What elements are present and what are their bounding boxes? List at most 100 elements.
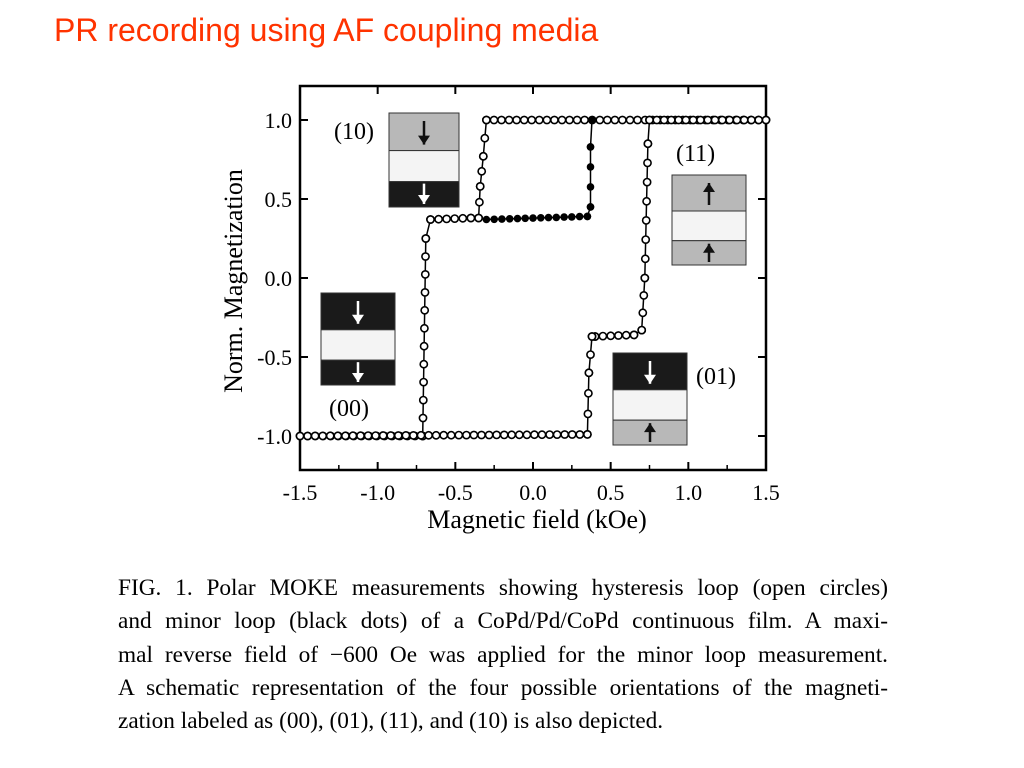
open-circle-point <box>681 115 691 125</box>
up-arrow-icon-head <box>703 183 715 192</box>
open-circle-point <box>639 290 649 300</box>
minor-loop-line <box>486 119 593 221</box>
filled-dot-point <box>529 214 537 222</box>
down-arrow-icon-head <box>352 314 364 324</box>
open-circle-point <box>725 115 734 125</box>
x-axis-label: Magnetic field (kOe) <box>427 505 646 534</box>
open-circle-point <box>584 368 594 378</box>
open-circle-point <box>522 430 532 440</box>
open-circle-point <box>642 177 652 187</box>
filled-dot-point <box>560 213 568 221</box>
filled-dot-point <box>537 214 545 222</box>
y-tick-label: -1.0 <box>257 424 292 449</box>
filled-dot-point <box>552 213 561 222</box>
inset-01: (01) <box>612 352 736 446</box>
open-circle-point <box>489 115 499 125</box>
open-circle-point <box>587 332 597 341</box>
filled-dot-point <box>490 215 499 224</box>
hysteresis-figure: -1.5 -1.0 -0.5 0.0 0.5 1.0 1.5 1.0 0.5 0.0 -0.5 -1.… <box>219 84 780 534</box>
open-circle-point <box>530 430 539 440</box>
open-circle-point <box>643 139 653 149</box>
inset-spacer-layer <box>388 150 460 183</box>
y-tick-label: 0.0 <box>265 266 293 291</box>
open-circle-point <box>545 430 554 439</box>
open-circle-point <box>492 430 501 440</box>
open-circle-point <box>717 115 727 125</box>
inset-label: (10) <box>334 119 374 145</box>
open-circle-point <box>469 430 479 440</box>
data-markers <box>295 115 771 441</box>
open-circle-point <box>642 196 651 206</box>
open-circle-point <box>512 115 521 125</box>
open-circle-point <box>434 214 443 224</box>
y-tick-label: 1.0 <box>265 108 293 133</box>
open-circle-point <box>606 331 616 341</box>
open-circle-point <box>461 430 471 440</box>
filled-dot-point <box>588 116 596 124</box>
open-circle-point <box>659 115 669 125</box>
open-circle-point <box>420 287 430 297</box>
down-arrow-icon-head <box>352 373 364 382</box>
open-circle-point <box>426 215 435 224</box>
open-circle-point <box>419 377 428 387</box>
open-circle-point <box>419 341 429 351</box>
open-circle-point <box>567 430 577 439</box>
filled-dot-point <box>482 215 491 224</box>
down-arrow-icon-head <box>418 135 430 145</box>
inset-label: (01) <box>696 364 736 390</box>
up-arrow-icon-head <box>644 423 656 433</box>
open-circle-point <box>674 115 683 125</box>
inset-spacer-layer <box>671 210 747 242</box>
open-circle-point <box>754 115 764 125</box>
open-circle-point <box>421 252 430 261</box>
filled-dot-point <box>586 163 595 171</box>
open-circle-point <box>584 388 593 398</box>
caption-line: mal reverse field of −600 Oe was applied… <box>118 641 888 668</box>
open-circle-point <box>640 273 650 283</box>
open-circle-point <box>340 431 350 441</box>
open-circle-point <box>552 430 562 439</box>
open-circle-point <box>666 115 676 125</box>
magnetization-insets: (10) (11) (00) (01) <box>320 112 747 446</box>
open-circle-point <box>560 430 570 439</box>
open-circle-point <box>393 431 403 440</box>
filled-dot-point <box>568 213 576 221</box>
open-circle-point <box>421 234 431 243</box>
open-circle-point <box>356 431 365 441</box>
caption-line: zation labeled as (00), (01), (11), and … <box>118 708 664 735</box>
open-circle-point <box>475 181 485 191</box>
open-circle-point <box>572 115 582 125</box>
open-circle-point <box>638 308 648 318</box>
open-circle-point <box>477 430 486 440</box>
y-tick-label: 0.5 <box>265 187 293 212</box>
open-circle-point <box>641 215 651 225</box>
filled-dot-point <box>521 214 529 223</box>
open-circle-point <box>295 431 305 441</box>
open-circle-point <box>497 115 506 125</box>
open-circle-point <box>333 431 343 441</box>
open-circle-point <box>477 166 487 176</box>
open-circle-point <box>416 430 426 440</box>
open-circle-point <box>446 430 456 440</box>
open-circle-point <box>583 429 592 439</box>
open-circle-point <box>371 431 380 440</box>
up-arrow-icon-head <box>703 243 715 253</box>
open-circle-point <box>466 213 476 223</box>
open-circle-point <box>542 115 552 125</box>
open-circle-point <box>557 115 567 125</box>
filled-dot-point <box>513 214 522 223</box>
open-circle-point <box>363 431 373 440</box>
open-circle-point <box>625 115 635 125</box>
inset-spacer-layer <box>612 389 688 421</box>
open-circle-point <box>507 430 517 440</box>
open-circle-point <box>481 115 491 125</box>
open-circle-point <box>633 115 642 125</box>
open-circle-point <box>537 430 547 440</box>
open-circle-point <box>629 330 639 340</box>
inset-00: (00) <box>320 292 396 422</box>
inset-label: (11) <box>676 141 715 167</box>
inset-label: (00) <box>329 396 369 422</box>
open-circle-point <box>739 115 749 125</box>
open-circle-point <box>710 115 720 125</box>
open-circle-point <box>439 430 449 440</box>
